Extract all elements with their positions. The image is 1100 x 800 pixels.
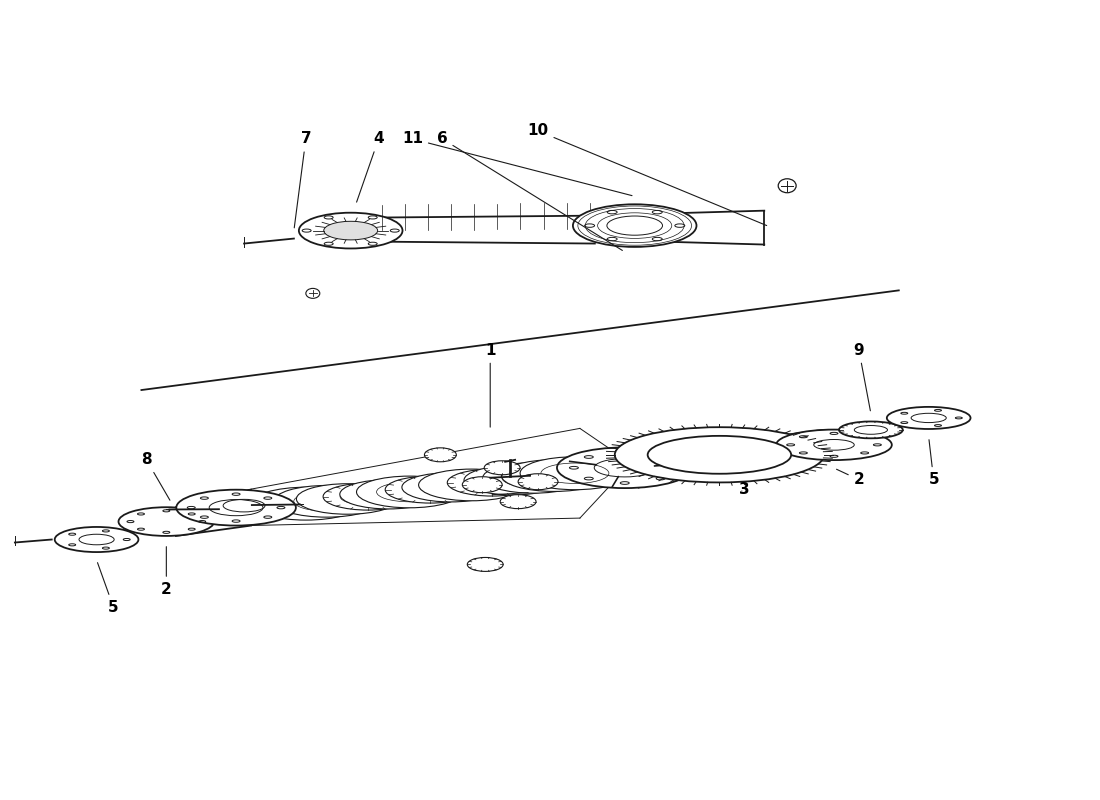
- Ellipse shape: [777, 430, 892, 460]
- Ellipse shape: [340, 480, 438, 509]
- Ellipse shape: [500, 494, 536, 509]
- Text: 5: 5: [928, 440, 939, 487]
- Ellipse shape: [274, 486, 379, 517]
- Ellipse shape: [518, 474, 558, 490]
- Ellipse shape: [839, 422, 903, 438]
- Ellipse shape: [419, 469, 525, 501]
- Ellipse shape: [323, 483, 412, 510]
- Text: 2: 2: [161, 546, 172, 597]
- Text: 8: 8: [141, 452, 169, 500]
- Text: 7: 7: [295, 131, 311, 228]
- Ellipse shape: [673, 438, 801, 472]
- Ellipse shape: [483, 462, 584, 493]
- Text: 9: 9: [854, 342, 870, 410]
- Ellipse shape: [176, 490, 296, 526]
- Ellipse shape: [356, 476, 462, 508]
- Ellipse shape: [119, 507, 214, 536]
- Ellipse shape: [448, 469, 537, 496]
- Ellipse shape: [464, 466, 562, 495]
- Ellipse shape: [484, 461, 520, 474]
- Text: 5: 5: [98, 562, 119, 614]
- Ellipse shape: [778, 178, 796, 193]
- Ellipse shape: [402, 473, 499, 502]
- Ellipse shape: [299, 213, 403, 249]
- Ellipse shape: [55, 527, 139, 552]
- Ellipse shape: [462, 477, 503, 493]
- Ellipse shape: [887, 407, 970, 429]
- Ellipse shape: [306, 288, 320, 298]
- Ellipse shape: [615, 427, 824, 482]
- Ellipse shape: [557, 447, 693, 488]
- Ellipse shape: [296, 484, 398, 514]
- Ellipse shape: [385, 476, 475, 503]
- Ellipse shape: [251, 487, 361, 520]
- Text: 6: 6: [437, 131, 623, 250]
- Ellipse shape: [648, 436, 791, 474]
- Text: 2: 2: [836, 470, 865, 487]
- Ellipse shape: [520, 457, 629, 490]
- Ellipse shape: [425, 448, 456, 462]
- Ellipse shape: [468, 558, 503, 571]
- Ellipse shape: [573, 204, 696, 247]
- Ellipse shape: [502, 460, 607, 491]
- Text: 3: 3: [739, 482, 749, 497]
- Ellipse shape: [323, 222, 377, 240]
- Text: 4: 4: [356, 131, 384, 202]
- Text: 10: 10: [528, 123, 767, 226]
- Text: 11: 11: [402, 131, 632, 196]
- Text: 1: 1: [485, 342, 495, 427]
